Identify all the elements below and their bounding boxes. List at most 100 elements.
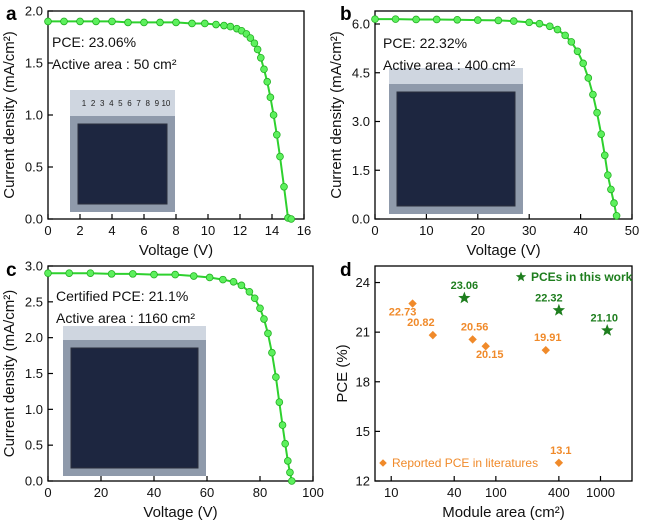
- jv-data-point: [171, 270, 180, 279]
- panel-b: b 0 10 20 30 40 50 0.0 1.5 3.0 4.5 6.0 Voltage (V) Cu…: [328, 4, 639, 259]
- y-tick-label: 15: [356, 424, 370, 439]
- jv-data-point: [494, 16, 503, 25]
- this-work-marker: [552, 303, 565, 316]
- literature-marker: [554, 458, 564, 468]
- panel-letter: c: [6, 260, 17, 281]
- jv-data-point: [287, 477, 296, 485]
- jv-data-point: [212, 20, 220, 29]
- legend-star-icon: [515, 271, 527, 282]
- jv-data-point: [584, 74, 593, 82]
- x-tick-label: 60: [200, 485, 214, 500]
- x-tick-label: 6: [140, 223, 147, 238]
- jv-data-point: [371, 15, 379, 23]
- jv-data-point: [272, 130, 281, 139]
- this-work-marker: [458, 291, 471, 304]
- x-tick-label: 30: [522, 223, 536, 238]
- jv-data-point: [276, 152, 284, 161]
- jv-data-point: [150, 270, 158, 279]
- x-tick-label: 10: [384, 485, 398, 500]
- x-tick-label: 20: [94, 485, 108, 500]
- jv-data-point: [453, 15, 462, 24]
- literature-value-label: 20.82: [407, 317, 435, 329]
- jv-data-point: [579, 59, 587, 68]
- literature-value-label: 20.56: [461, 321, 489, 333]
- jv-data-point: [593, 108, 601, 117]
- ruler-mark: 1: [82, 99, 87, 108]
- y-tick-label: 0.0: [352, 212, 370, 227]
- jv-data-point: [284, 457, 292, 465]
- jv-data-point: [220, 21, 228, 30]
- y-tick-label: 2.0: [25, 4, 43, 19]
- jv-data-point: [86, 269, 95, 277]
- y-tick-label: 3.0: [25, 259, 43, 274]
- x-tick-label: 16: [297, 223, 311, 238]
- jv-data-point: [509, 17, 518, 25]
- jv-data-point: [275, 398, 284, 406]
- ruler-mark: 8: [145, 99, 150, 108]
- jv-data-point: [600, 151, 609, 160]
- panel-letter: b: [340, 4, 352, 25]
- jv-data-point: [205, 273, 214, 282]
- jv-data-point: [140, 18, 148, 27]
- jv-data-point: [229, 277, 238, 286]
- y-tick-label: 2.0: [25, 330, 43, 345]
- ruler-mark: 7: [136, 99, 141, 108]
- perovskite-module: [77, 123, 168, 205]
- literature-marker: [428, 330, 438, 340]
- jv-data-point: [535, 19, 544, 28]
- jv-data-point: [65, 269, 73, 277]
- jv-data-point: [44, 269, 52, 277]
- ruler-mark: 4: [109, 99, 114, 108]
- ruler-mark: 10: [161, 99, 170, 108]
- y-tick-label: 1.5: [25, 56, 43, 71]
- x-tick-label: 40: [147, 485, 161, 500]
- this-work-value-label: 21.10: [590, 313, 618, 325]
- x-tick-label: 80: [253, 485, 267, 500]
- jv-data-point: [237, 281, 246, 290]
- jv-data-point: [612, 211, 621, 220]
- y-tick-label: 2.5: [25, 294, 43, 309]
- jv-data-point: [219, 275, 227, 284]
- y-tick-label: 1.0: [25, 108, 43, 123]
- ruler: [389, 68, 523, 84]
- jv-data-point: [567, 38, 576, 46]
- jv-data-point: [280, 182, 288, 191]
- this-work-value-label: 23.06: [451, 280, 479, 292]
- y-tick-label: 21: [356, 325, 370, 340]
- x-tick-label: 40: [573, 223, 587, 238]
- jv-data-point: [589, 90, 597, 99]
- x-axis-title: Module area (cm²): [442, 504, 565, 521]
- annotation-text: Active area : 50 cm²: [52, 56, 177, 72]
- jv-data-point: [250, 294, 259, 303]
- y-axis-title: Current density (mA/cm²): [328, 31, 345, 199]
- y-tick-label: 3.0: [352, 114, 370, 129]
- literature-value-label: 19.91: [534, 332, 562, 344]
- jv-data-point: [391, 15, 400, 23]
- jv-data-point: [188, 19, 196, 28]
- y-tick-label: 0.5: [25, 438, 43, 453]
- jv-data-point: [281, 439, 289, 448]
- perovskite-module: [70, 347, 199, 469]
- x-tick-label: 0: [44, 223, 51, 238]
- x-tick-label: 12: [233, 223, 247, 238]
- ruler-mark: 9: [155, 99, 160, 108]
- jv-data-point: [525, 18, 533, 27]
- literature-marker: [408, 299, 417, 308]
- jv-data-point: [260, 65, 268, 74]
- y-axis-title: PCE (%): [334, 344, 351, 402]
- axes-frame: [374, 265, 633, 482]
- literature-marker: [481, 342, 490, 351]
- x-tick-label: 4: [108, 223, 115, 238]
- ruler-mark: 5: [118, 99, 123, 108]
- this-work-marker: [601, 324, 614, 336]
- annotation-text: Certified PCE: 21.1%: [56, 288, 188, 304]
- ruler-mark: 2: [91, 99, 96, 108]
- jv-data-point: [272, 373, 280, 381]
- x-axis-title: Voltage (V): [143, 504, 217, 521]
- ruler-mark: 6: [127, 99, 132, 108]
- jv-data-point: [287, 215, 296, 223]
- jv-data-point: [107, 270, 116, 278]
- jv-data-point: [246, 34, 255, 42]
- panel-d: d 10 40 100 400 1000 12 15 18 21 24 Module area (cm…: [334, 260, 633, 521]
